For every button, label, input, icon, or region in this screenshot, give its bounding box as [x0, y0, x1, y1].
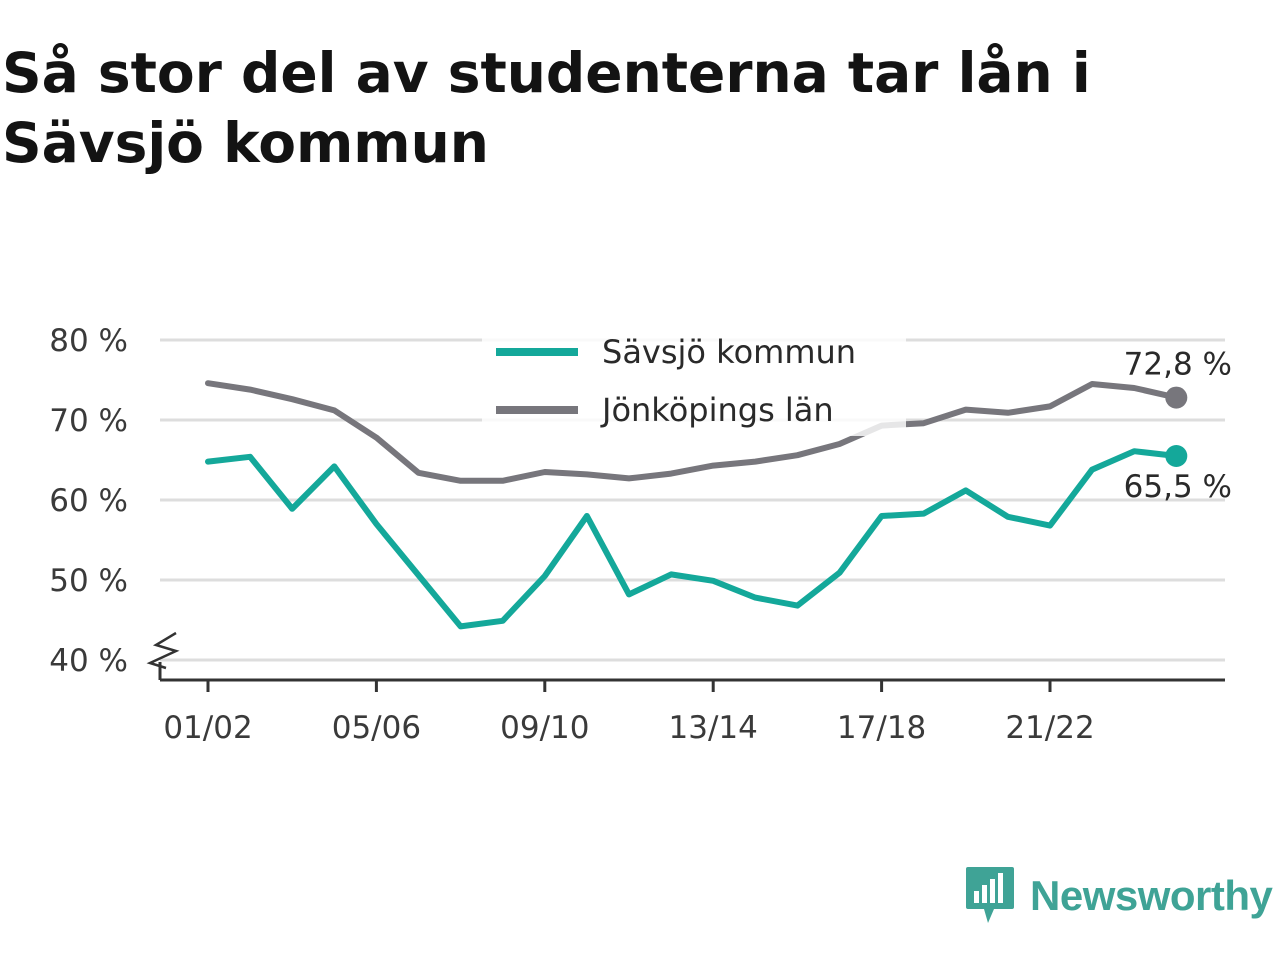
- y-tick-label: 60 %: [49, 483, 128, 519]
- legend-label: Sävsjö kommun: [602, 333, 856, 371]
- end-labels: 65,5 % 72,8 %: [1124, 347, 1232, 505]
- series-lines: [205, 380, 1188, 630]
- end-value-label: 65,5 %: [1124, 469, 1232, 505]
- end-value-label: 72,8 %: [1124, 347, 1232, 383]
- end-point-marker: [1165, 445, 1188, 467]
- brand-name: Newsworthy: [1030, 872, 1273, 919]
- y-tick-label: 50 %: [49, 563, 128, 599]
- brand-logo: Newsworthy: [964, 864, 1273, 928]
- end-point-marker: [1165, 386, 1188, 409]
- x-tick-label: 21/22: [1005, 710, 1094, 746]
- series-line: [205, 380, 1180, 484]
- legend: Sävsjö kommun Jönköpings län: [482, 318, 906, 436]
- legend-label: Jönköpings län: [600, 391, 834, 429]
- y-axis: 40 % 50 % 60 % 70 % 80 %: [49, 323, 128, 679]
- y-tick-label: 70 %: [49, 403, 128, 439]
- axis-break-icon: [146, 631, 180, 670]
- x-tick-label: 17/18: [837, 710, 926, 746]
- y-tick-label: 80 %: [49, 323, 128, 359]
- legend-background: [482, 318, 906, 436]
- x-tick-label: 01/02: [163, 710, 252, 746]
- x-tick-label: 05/06: [332, 710, 421, 746]
- x-tick-label: 09/10: [500, 710, 589, 746]
- newsworthy-logo-icon: [966, 867, 1014, 923]
- series-line: [205, 448, 1180, 630]
- chart-title: Så stor del av studenterna tar lån i Säv…: [2, 41, 1091, 175]
- x-axis: 01/02 05/06 09/10 13/14 17/18 21/22: [146, 631, 1225, 746]
- gridlines: [160, 338, 1225, 662]
- y-tick-label: 40 %: [49, 643, 128, 679]
- x-tick-label: 13/14: [669, 710, 758, 746]
